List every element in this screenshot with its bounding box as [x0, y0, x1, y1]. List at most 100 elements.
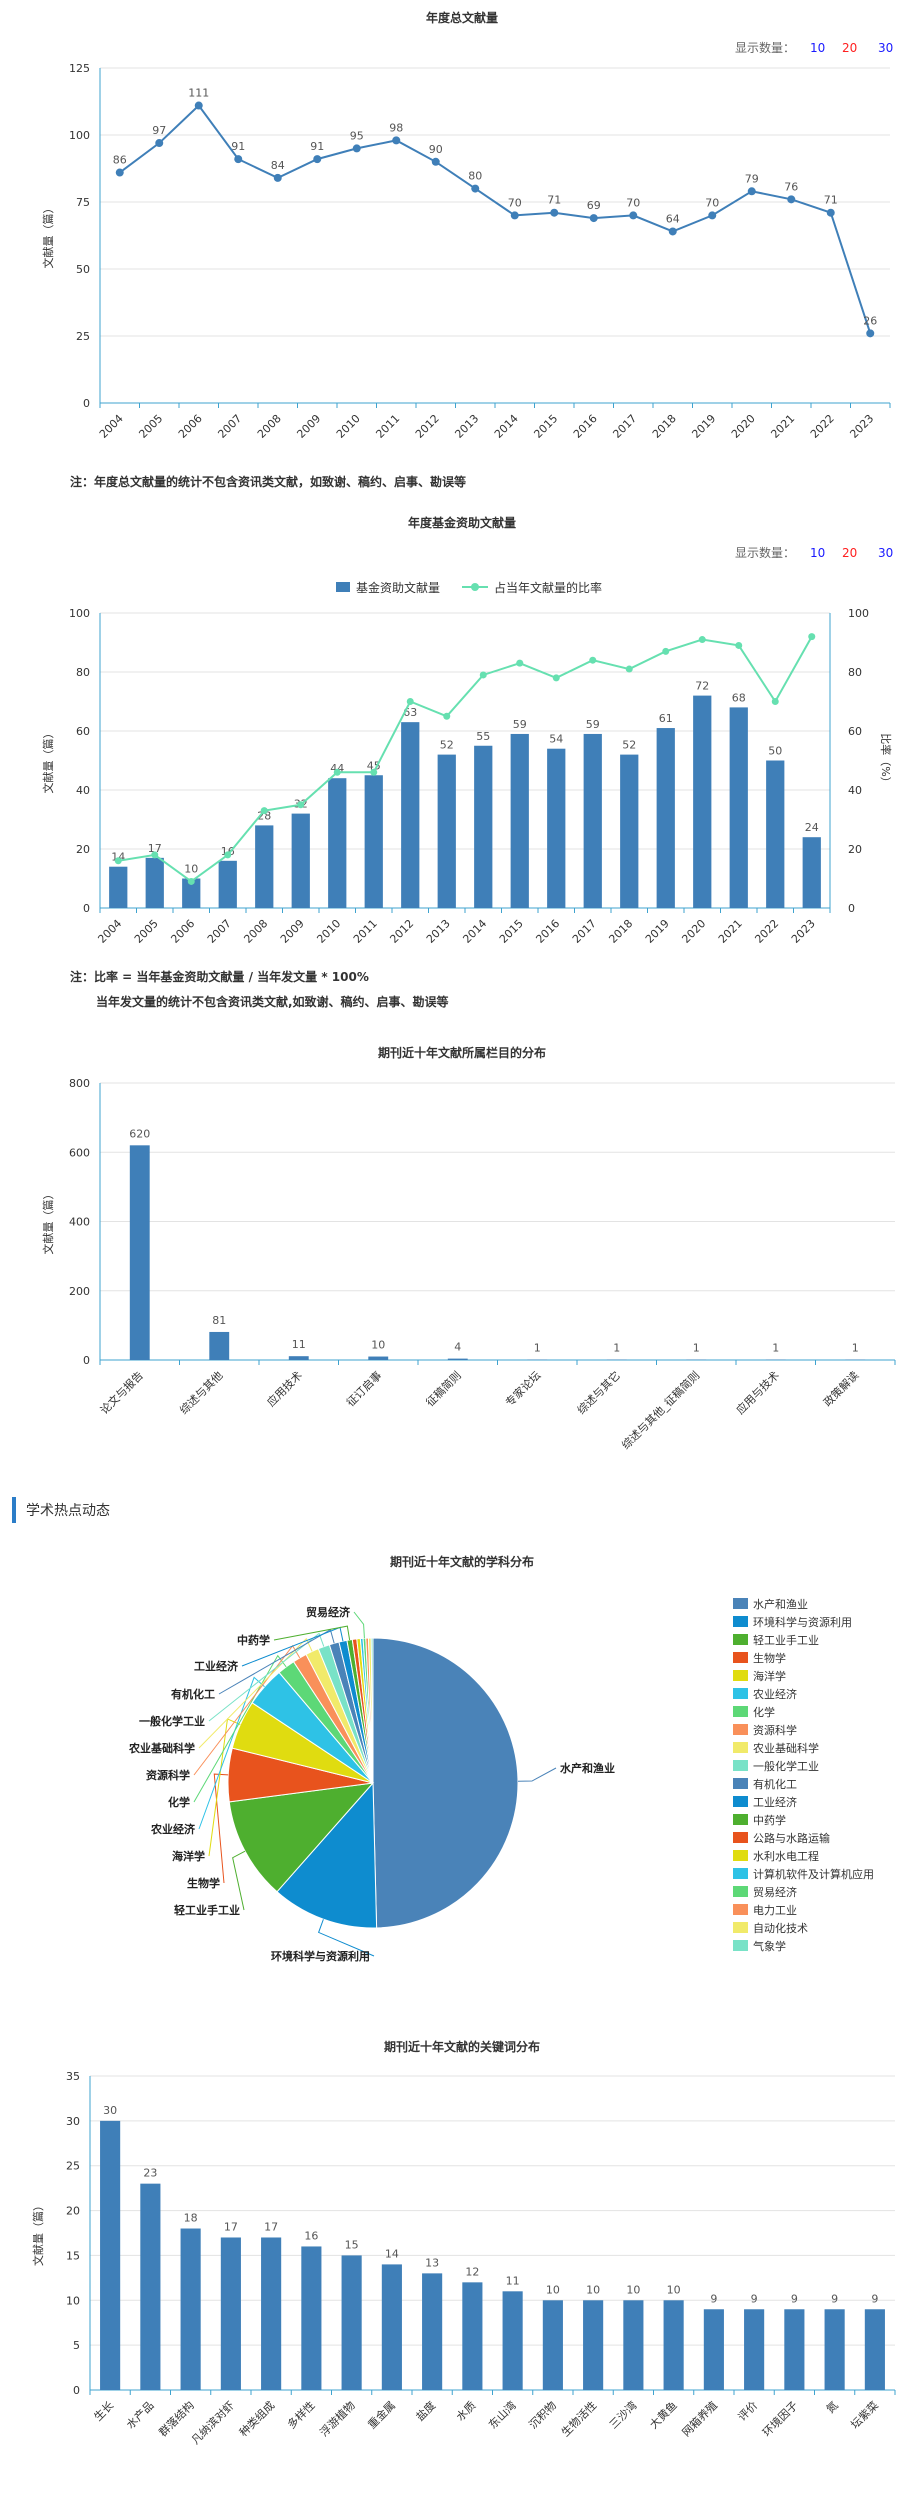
x-tick-label: 坛紫菜	[848, 2399, 881, 2432]
y-tick-label: 600	[69, 1146, 90, 1159]
data-label: 1	[613, 1342, 620, 1355]
data-point	[313, 155, 322, 164]
x-tick-label: 群落结构	[156, 2398, 197, 2439]
ratio-point	[370, 768, 378, 776]
bar	[729, 707, 748, 908]
legend-label: 计算机软件及计算机应用	[753, 1867, 874, 1881]
data-label: 11	[506, 2274, 520, 2287]
x-tick-label: 2013	[424, 917, 453, 946]
display-count-option[interactable]: 20	[842, 41, 857, 55]
data-label: 59	[513, 718, 527, 731]
series-line	[119, 104, 872, 334]
chart2-note-1: 注：比率 = 当年基金资助文献量 / 当年发文量 * 100%	[70, 970, 369, 984]
bar	[620, 754, 639, 908]
chart-title: 期刊近十年文献的关键词分布	[384, 2039, 540, 2054]
subject-pie-chart: 期刊近十年文献的学科分布水产和渔业环境科学与资源利用轻工业手工业生物学海洋学农业…	[128, 1554, 874, 1963]
data-point	[273, 173, 282, 182]
data-label: 9	[871, 2292, 878, 2305]
y-tick-label: 125	[69, 62, 90, 75]
data-label: 54	[549, 733, 563, 746]
legend-swatch	[733, 1904, 748, 1915]
display-count-option[interactable]: 20	[842, 546, 857, 560]
data-label: 17	[148, 842, 162, 855]
ratio-point	[260, 807, 268, 815]
bar	[145, 857, 164, 908]
x-tick-label: 三沙湾	[606, 2398, 639, 2431]
data-point	[234, 155, 243, 164]
data-label: 70	[626, 196, 640, 209]
x-tick-label: 征稿简则	[423, 1368, 464, 1409]
bar	[220, 2237, 241, 2390]
data-label: 76	[784, 180, 798, 193]
x-tick-label: 2007	[205, 917, 234, 946]
bar	[766, 760, 785, 908]
bar	[109, 866, 128, 908]
data-label: 1	[693, 1342, 700, 1355]
x-tick-label: 综述与其它	[574, 1368, 623, 1417]
legend-label: 环境科学与资源利用	[753, 1615, 852, 1629]
pie-leader-line	[208, 1632, 325, 1722]
y-tick-label: 10	[66, 2294, 80, 2307]
legend-label: 基金资助文献量	[356, 580, 440, 595]
y-tick-label: 75	[76, 196, 90, 209]
x-tick-label: 2023	[789, 917, 818, 946]
legend-swatch	[733, 1868, 748, 1879]
display-count-option[interactable]: 10	[810, 41, 825, 55]
keyword-chart: 期刊近十年文献的关键词分布 0 5 10 15 20 25 30 35 文献量（篇） 生长 水产品 群落…	[31, 2039, 896, 2447]
bar	[291, 813, 310, 908]
data-label: 98	[389, 121, 403, 134]
x-tick-label: 综述与其他	[177, 1368, 226, 1417]
data-label: 9	[751, 2292, 758, 2305]
bar	[583, 2300, 604, 2390]
x-tick-label: 盐度	[413, 2398, 438, 2423]
x-tick-label: 2006	[176, 412, 205, 441]
x-tick-label: 2014	[492, 412, 521, 441]
y2-tick-label: 40	[848, 784, 862, 797]
bar	[381, 2264, 402, 2390]
data-point	[668, 227, 677, 236]
x-tick-label: 2005	[132, 917, 161, 946]
x-tick-label: 应用技术	[264, 1368, 305, 1409]
data-label: 64	[666, 212, 680, 225]
bar	[462, 2282, 483, 2390]
data-label: 70	[508, 196, 522, 209]
legend-swatch	[733, 1832, 748, 1843]
y-tick-label: 35	[66, 2070, 80, 2083]
pie-leader-line	[198, 1637, 313, 1749]
data-label: 16	[221, 845, 235, 858]
bar	[364, 775, 383, 908]
data-point	[431, 157, 440, 166]
ratio-point	[589, 656, 597, 664]
bar	[437, 754, 456, 908]
x-tick-label: 2012	[413, 412, 442, 441]
legend-label: 水产和渔业	[753, 1597, 808, 1611]
y-tick-label: 25	[76, 330, 90, 343]
data-point	[866, 329, 875, 338]
bar	[255, 825, 274, 908]
data-label: 14	[385, 2247, 399, 2260]
data-point	[826, 208, 835, 217]
display-count-option[interactable]: 30	[878, 41, 893, 55]
display-count-option[interactable]: 30	[878, 546, 893, 560]
bar	[209, 1331, 230, 1360]
data-label: 10	[586, 2283, 600, 2296]
data-label: 18	[184, 2212, 198, 2225]
data-label: 9	[791, 2292, 798, 2305]
data-point	[589, 214, 598, 223]
legend-label: 贸易经济	[753, 1885, 797, 1899]
ratio-point	[771, 698, 779, 705]
data-label: 72	[695, 680, 709, 693]
legend-swatch	[733, 1742, 748, 1753]
y-tick-label: 80	[76, 666, 90, 679]
bar	[547, 748, 566, 908]
pie-outer-label: 农业经济	[150, 1822, 196, 1836]
pie-leader-line	[232, 1850, 246, 1911]
x-tick-label: 2011	[351, 917, 380, 946]
y-tick-label: 0	[83, 1354, 90, 1367]
x-tick-label: 2017	[610, 412, 639, 441]
display-count-option[interactable]: 10	[810, 546, 825, 560]
x-tick-label: 2009	[294, 412, 323, 441]
pie-outer-label: 中药学	[237, 1633, 270, 1647]
bar	[218, 860, 237, 908]
x-tick-label: 应用与技术	[733, 1368, 782, 1417]
